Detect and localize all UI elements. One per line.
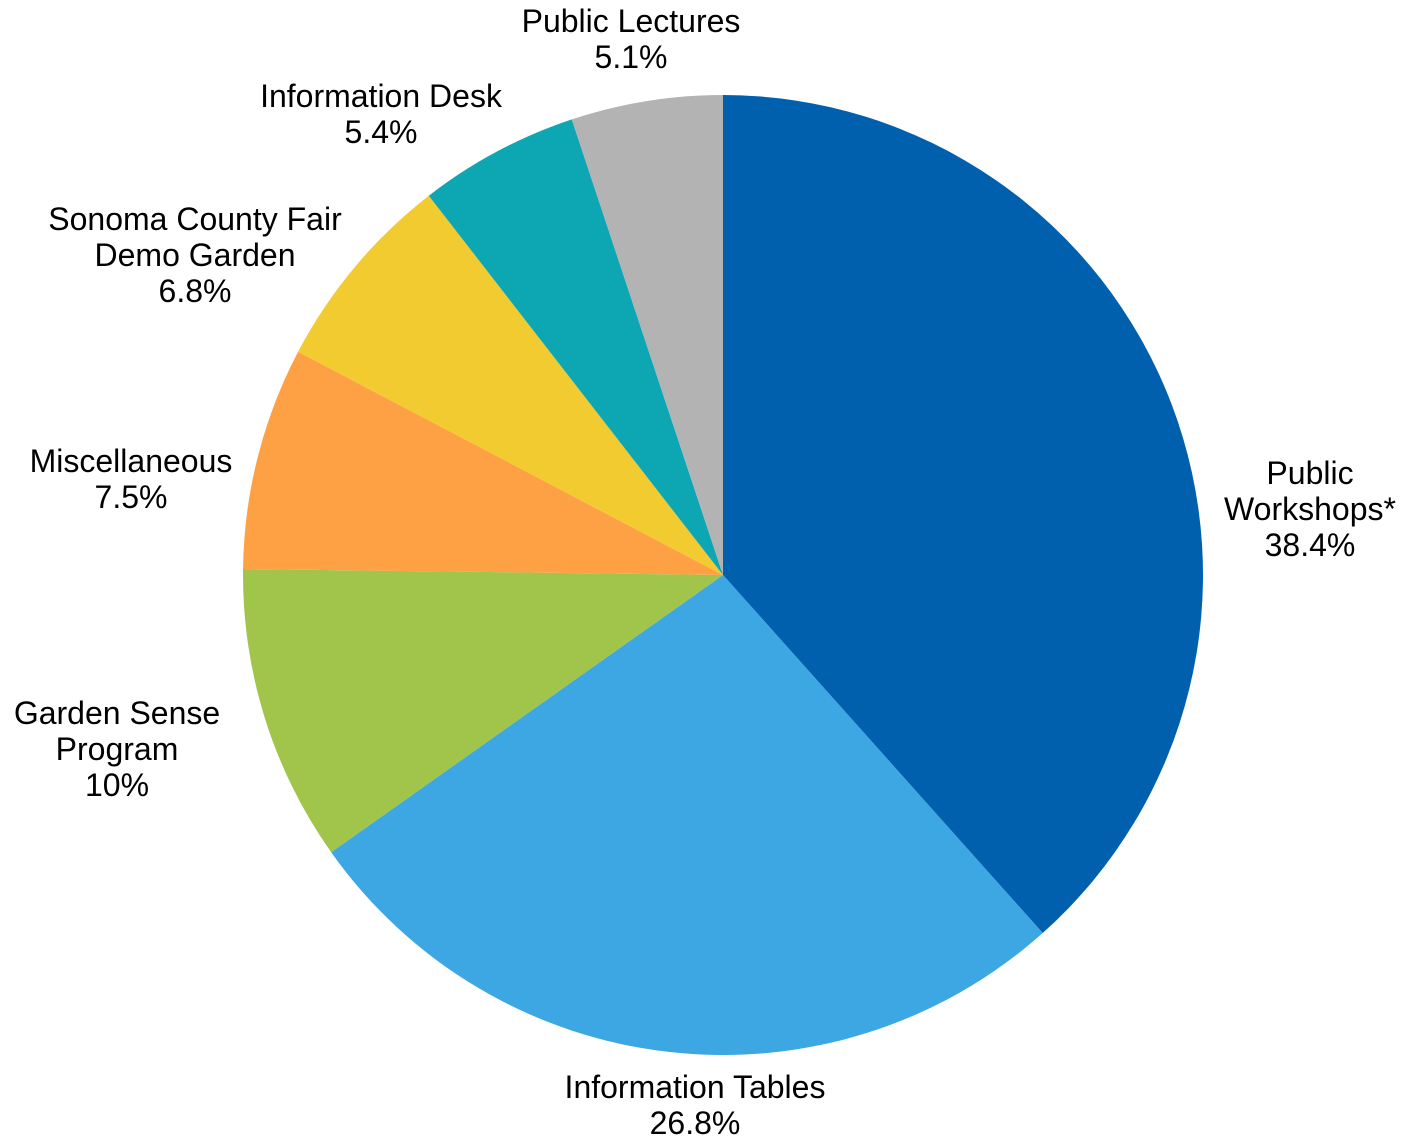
pie-slice	[723, 95, 1204, 934]
slice-label: Sonoma County Fair Demo Garden 6.8%	[48, 201, 342, 309]
slice-value-label: 26.8%	[650, 1105, 741, 1140]
pie-slice	[571, 95, 723, 575]
slice-category-label: Public Lectures	[522, 3, 741, 39]
slice-value-label: 38.4%	[1265, 527, 1356, 563]
slice-category-label: Public	[1266, 455, 1353, 491]
slice-label: Public Workshops* 38.4%	[1224, 455, 1396, 563]
slice-value-label: 5.1%	[595, 39, 668, 75]
slice-category-label: Sonoma County Fair	[48, 201, 342, 237]
slice-label: Public Lectures 5.1%	[522, 3, 741, 75]
pie-slice	[243, 568, 723, 853]
pie-slice	[243, 351, 724, 575]
pie-slice	[428, 119, 723, 576]
slice-label: Miscellaneous 7.5%	[30, 443, 233, 515]
slice-category-label: Information Desk	[260, 78, 503, 114]
slice-value-label: 5.4%	[345, 114, 418, 150]
pie-slices	[243, 95, 1204, 1055]
slice-label: Information Desk 5.4%	[260, 78, 503, 150]
slice-category-label: Workshops*	[1224, 491, 1396, 527]
pie-slice	[331, 575, 1043, 1055]
slice-label: Garden Sense Program 10%	[14, 695, 220, 803]
slice-category-label: Demo Garden	[95, 237, 296, 273]
slice-category-label: Miscellaneous	[30, 443, 233, 479]
slice-value-label: 7.5%	[95, 479, 168, 515]
slice-category-label: Program	[56, 731, 179, 767]
slice-category-label: Garden Sense	[14, 695, 220, 731]
pie-slice	[298, 195, 723, 576]
slice-label: Information Tables 26.8%	[565, 1069, 826, 1140]
pie-labels: Public Workshops* 38.4% Information Tables 2…	[14, 3, 1396, 1140]
slice-value-label: 10%	[85, 767, 149, 803]
slice-value-label: 6.8%	[159, 273, 232, 309]
slice-category-label: Information Tables	[565, 1069, 826, 1105]
